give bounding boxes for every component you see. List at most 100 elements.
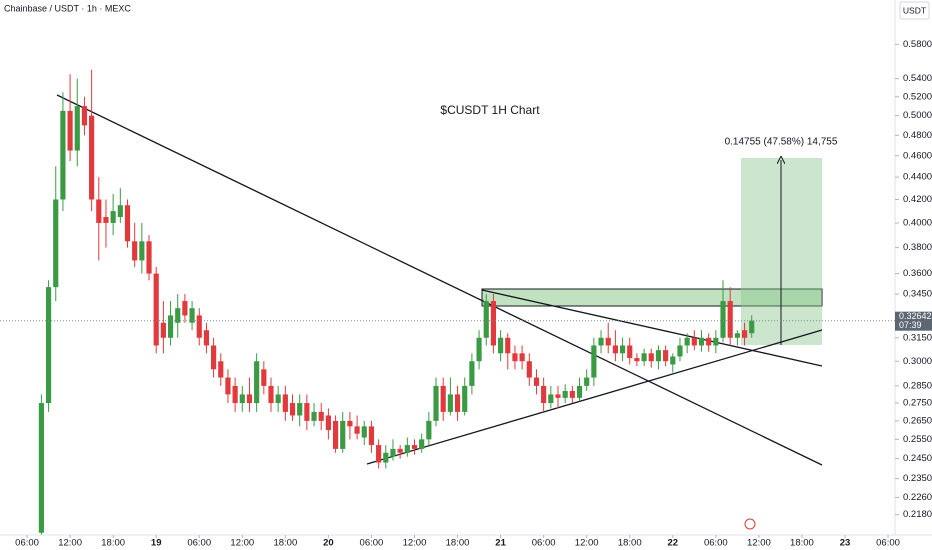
candle-body — [347, 420, 353, 427]
x-tick-label: 06:00 — [360, 538, 384, 549]
candle-body — [490, 301, 497, 346]
x-tick-label: 23 — [840, 538, 851, 549]
candle-body — [146, 241, 152, 274]
candle-body — [189, 308, 195, 323]
x-tick-label: 22 — [668, 538, 679, 549]
candle-body — [232, 385, 238, 404]
candle-body — [519, 353, 525, 362]
candle-body — [124, 205, 131, 242]
measure-label: 0.14755 (47.58%) 14,755 — [725, 137, 838, 148]
event-icon[interactable] — [744, 518, 756, 530]
x-tick-label: 18:00 — [273, 538, 297, 549]
chart-title: $CUSDT 1H Chart — [440, 103, 540, 117]
candle-body — [612, 345, 618, 354]
candle-body — [562, 390, 568, 398]
candle-body — [684, 337, 690, 346]
last-price-tag — [895, 311, 932, 331]
x-tick-label: 06:00 — [876, 538, 900, 549]
candle-body — [282, 394, 288, 412]
candle-body — [397, 448, 403, 453]
candle-body — [720, 301, 726, 338]
candle-body — [505, 337, 511, 354]
candle-body — [218, 361, 224, 378]
x-tick-label: 12:00 — [403, 538, 427, 549]
candle-body — [110, 211, 116, 223]
x-tick-label: 20 — [323, 538, 334, 549]
candle-body — [53, 199, 59, 288]
candle-body — [354, 426, 360, 434]
candle-body — [691, 337, 697, 346]
candle-body — [476, 337, 482, 362]
candle-body — [261, 369, 267, 386]
trendline — [481, 289, 823, 367]
candle-body — [239, 394, 245, 404]
candle-body — [390, 448, 396, 457]
candle-body — [89, 115, 95, 200]
x-tick-label: 06:00 — [187, 538, 211, 549]
candle-body — [526, 361, 532, 378]
candle-body — [196, 315, 202, 338]
candle-body — [569, 390, 575, 398]
trendline — [366, 329, 823, 465]
candle-body — [555, 394, 561, 398]
candle-body — [655, 350, 662, 362]
candle-body — [175, 308, 181, 323]
candle-body — [361, 426, 367, 438]
x-tick-label: 12:00 — [575, 538, 599, 549]
candle-body — [454, 394, 461, 412]
candle-body — [368, 426, 375, 446]
candle-body — [698, 337, 705, 346]
candle-body — [605, 337, 611, 346]
candle-body — [332, 420, 339, 449]
candle-body — [153, 273, 159, 346]
x-tick-label: 18:00 — [101, 538, 125, 549]
candle-body — [404, 445, 410, 453]
candle-body — [677, 345, 683, 357]
candle-body — [74, 106, 80, 151]
resistance-zone — [481, 288, 823, 307]
candle-body — [160, 322, 166, 338]
candle-body — [411, 445, 418, 449]
candle-body — [182, 301, 188, 316]
candle-body — [462, 385, 468, 412]
candle-body — [619, 345, 626, 354]
candle-body — [512, 353, 518, 362]
candle-body — [598, 337, 604, 346]
candle-body — [225, 377, 231, 395]
candle-body — [426, 420, 432, 440]
candle-body — [734, 333, 740, 338]
candle-body — [67, 110, 73, 151]
candle-body — [483, 301, 489, 338]
candle-body — [376, 445, 382, 463]
candle-body — [584, 377, 590, 386]
currency-label[interactable]: USDT — [903, 5, 926, 15]
candle-body — [433, 385, 439, 421]
candle-body — [447, 394, 453, 412]
candle-body — [706, 337, 712, 346]
currency-button[interactable] — [899, 1, 930, 20]
countdown-label: 07:39 — [899, 320, 922, 330]
x-tick-label: 12:00 — [747, 538, 771, 549]
trendline — [56, 94, 823, 466]
candle-body — [203, 330, 210, 346]
candle-body — [96, 199, 102, 223]
candle-body — [340, 420, 346, 449]
candle-body — [634, 358, 640, 362]
x-tick-label: 12:00 — [230, 538, 254, 549]
candle-body — [383, 452, 389, 463]
candle-body — [311, 411, 317, 421]
candle-body — [325, 415, 331, 431]
